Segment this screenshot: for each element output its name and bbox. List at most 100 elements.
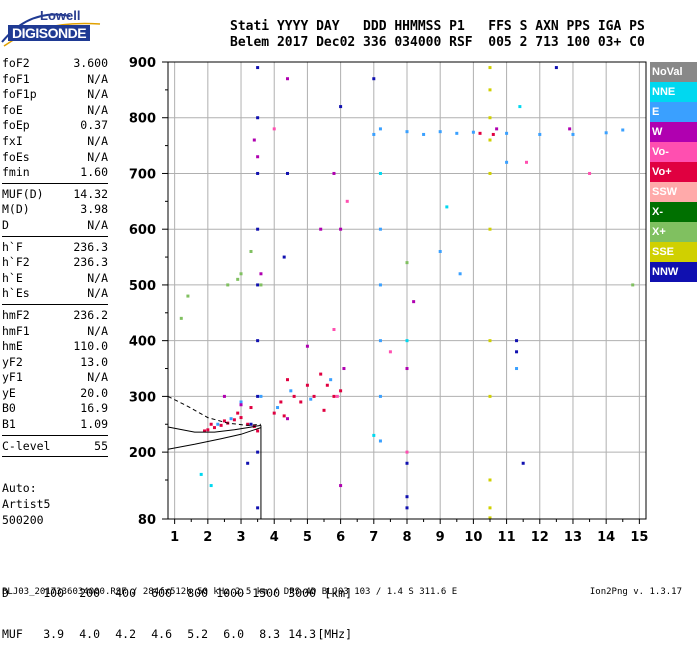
param-row: foE N/A — [2, 103, 108, 119]
param-row: MUF(D) 14.32 — [2, 187, 108, 203]
param-value: N/A — [87, 71, 108, 86]
data-point — [378, 339, 382, 343]
row-cell: 14.3 — [288, 627, 316, 641]
y-tick-label: 80 — [138, 513, 156, 528]
x-tick-label: 1 — [170, 530, 179, 545]
profile-curve-dashed — [167, 395, 261, 426]
data-point — [405, 261, 409, 265]
data-point — [319, 227, 323, 231]
header-line-1: Stati YYYY DAY DDD HHMMSS P1 FFS S AXN P… — [230, 19, 645, 34]
row-cell: [km] — [324, 586, 352, 600]
param-name: yF2 — [2, 354, 23, 369]
param-row: h`Es N/A — [2, 286, 108, 302]
data-point — [405, 461, 409, 465]
legend-entry: NoVal — [650, 62, 697, 82]
param-value: N/A — [87, 102, 108, 117]
param-value: N/A — [87, 217, 108, 232]
param-value: N/A — [87, 133, 108, 148]
param-name: fxI — [2, 133, 23, 148]
data-point — [282, 414, 286, 418]
data-point — [378, 127, 382, 131]
x-tick-label: 10 — [464, 530, 482, 545]
data-point — [212, 426, 216, 430]
row-cell: 4.2 — [115, 627, 136, 641]
data-point — [246, 422, 250, 426]
param-row: h`E N/A — [2, 271, 108, 287]
param-name: h`Es — [2, 286, 30, 301]
param-name: yF1 — [2, 370, 23, 385]
data-point — [405, 450, 409, 454]
data-point — [286, 77, 289, 81]
row-cell: 800 — [187, 586, 208, 600]
param-row: hmE 110.0 — [2, 339, 108, 355]
row-cell: 200 — [79, 586, 100, 600]
ionogram-chart: 1 2 3 4 5 6 7 8 9 10 11 12 13 14 158020030040050060070… — [129, 56, 649, 545]
param-name: fmin — [2, 165, 30, 180]
param-value: 1.09 — [80, 417, 108, 432]
data-point — [216, 422, 220, 426]
x-tick-label: 13 — [564, 530, 582, 545]
x-tick-label: 15 — [630, 530, 648, 545]
row-cell: 600 — [151, 586, 172, 600]
data-point — [405, 506, 409, 510]
data-point — [332, 171, 336, 175]
autoscaling-label: Auto: — [2, 481, 37, 495]
param-name: h`F — [2, 239, 23, 254]
data-point — [342, 367, 346, 371]
param-name: B1 — [2, 417, 16, 432]
param-row: fmin 1.60 — [2, 165, 108, 181]
param-name: C-level — [2, 438, 51, 453]
y-tick-label: 800 — [129, 112, 156, 127]
data-point — [229, 417, 233, 421]
param-name: foEs — [2, 149, 30, 164]
x-tick-label: 4 — [270, 530, 279, 545]
data-point — [252, 138, 256, 142]
row-cell: [MHz] — [317, 627, 352, 641]
param-value: 20.0 — [80, 385, 108, 400]
param-row: B0 16.9 — [2, 401, 108, 417]
param-name: M(D) — [2, 202, 30, 217]
param-value: N/A — [87, 149, 108, 164]
data-point — [292, 394, 296, 398]
param-name: h`E — [2, 270, 23, 285]
param-row: yE 20.0 — [2, 386, 108, 402]
autoscaling-info: Auto: Artist5 500200 — [2, 480, 50, 528]
data-point — [525, 160, 528, 164]
file-info-footer: BLJ03_2017336034000.RSF / 284fx512h 50 k… — [2, 587, 458, 597]
data-point — [222, 394, 226, 398]
data-point — [305, 344, 309, 348]
data-point — [405, 339, 409, 343]
param-value: 236.2 — [73, 307, 108, 322]
row-cell: 1000 — [216, 586, 244, 600]
data-point — [332, 328, 336, 332]
distance-muf-table: D 100 200 400 600 800 1000 1500 3000 [km] MUF 3.9 4… — [2, 559, 352, 655]
param-row: hmF2 236.2 — [2, 308, 108, 324]
data-point — [299, 400, 303, 404]
x-tick-label: 3 — [237, 530, 246, 545]
data-point — [239, 272, 243, 276]
data-point — [259, 394, 263, 398]
param-value: N/A — [87, 370, 108, 385]
x-tick-label: 11 — [498, 530, 516, 545]
legend-entry: Vo- — [650, 142, 697, 162]
data-point — [226, 283, 230, 287]
param-row: hmF1 N/A — [2, 324, 108, 340]
data-point — [378, 227, 382, 231]
data-point — [256, 155, 260, 159]
param-separator — [2, 235, 108, 237]
data-point — [256, 339, 260, 343]
data-point — [445, 205, 449, 209]
param-row: foEs N/A — [2, 150, 108, 166]
data-point — [256, 116, 260, 120]
data-point — [488, 116, 492, 120]
param-row: C-level 55 — [2, 439, 108, 455]
data-point — [631, 283, 635, 287]
legend-entry: SSE — [650, 242, 697, 262]
param-row: fxI N/A — [2, 134, 108, 150]
row-cell: 100 — [43, 586, 64, 600]
data-point — [405, 495, 409, 499]
param-row: foF2 3.600 — [2, 56, 108, 72]
data-point — [588, 171, 592, 175]
data-point — [309, 397, 313, 401]
param-name: hmF1 — [2, 323, 30, 338]
